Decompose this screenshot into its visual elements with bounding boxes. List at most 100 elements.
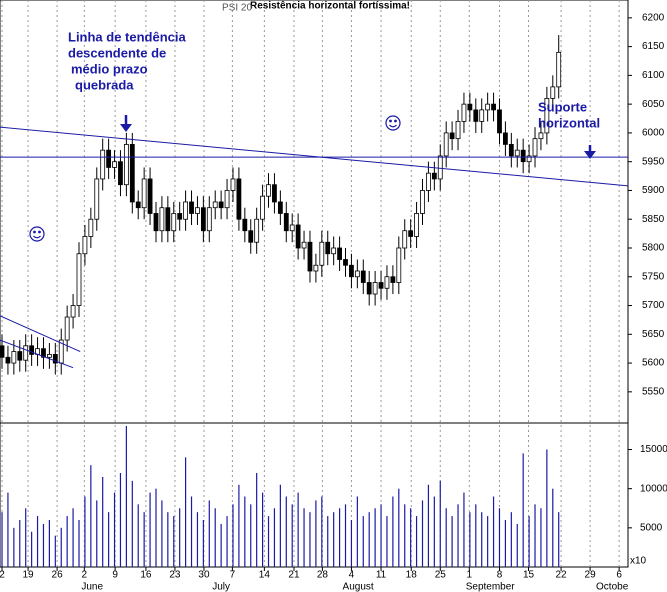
candle-body xyxy=(467,103,473,111)
y-tick-label: 6200 xyxy=(642,12,665,23)
annotation: descendente de xyxy=(68,45,166,60)
trend-line xyxy=(0,315,81,353)
candle-body xyxy=(283,213,289,232)
candle-body xyxy=(443,132,449,157)
candle-body xyxy=(461,103,467,122)
annotation: Suporte xyxy=(538,99,587,114)
candle-body xyxy=(396,247,402,283)
candle-body xyxy=(100,149,106,180)
candle-body xyxy=(218,201,224,209)
y-tick-label: 5900 xyxy=(642,185,665,196)
candle-body xyxy=(206,207,212,232)
candle-body xyxy=(390,276,396,283)
candle-body xyxy=(112,161,117,168)
candle-body xyxy=(532,138,538,157)
candle-body xyxy=(277,201,283,214)
candle-body xyxy=(94,178,100,220)
candle-body xyxy=(514,149,520,157)
x-tick-label: 22 xyxy=(556,570,568,581)
candle-body xyxy=(254,218,260,243)
candle-body xyxy=(372,282,378,295)
candle-body xyxy=(195,207,200,214)
y-tick-label: 6050 xyxy=(642,99,665,110)
y-tick-label: 10000 xyxy=(640,483,667,494)
candle-body xyxy=(520,149,526,163)
candle-body xyxy=(384,276,390,289)
candle-body xyxy=(295,224,301,249)
candle-body xyxy=(129,144,135,203)
month-label: July xyxy=(212,582,230,592)
candle-body xyxy=(331,247,337,255)
chart-subtitle: PSI 20 xyxy=(222,3,252,14)
candle-body xyxy=(41,348,46,358)
x-tick-label: 14 xyxy=(259,570,271,581)
candle-body xyxy=(135,201,141,209)
candle-body xyxy=(508,144,514,157)
x-tick-label: 16 xyxy=(140,570,152,581)
candle-body xyxy=(159,207,165,232)
candle-body xyxy=(236,178,242,220)
candle-body xyxy=(455,121,461,140)
candle-body xyxy=(64,316,70,341)
trend-line xyxy=(0,339,74,369)
candle-body xyxy=(165,207,171,232)
candle-body xyxy=(301,241,307,249)
candle-body xyxy=(153,213,159,232)
candle-body xyxy=(538,132,544,140)
candle-body xyxy=(23,345,29,361)
candle-body xyxy=(46,354,52,358)
candle-body xyxy=(29,345,35,355)
y-tick-label: 5750 xyxy=(642,271,665,282)
candle-body xyxy=(212,201,218,209)
arrow xyxy=(120,115,596,159)
annotation: horizontal xyxy=(538,115,600,130)
candle-body xyxy=(5,356,11,364)
x-tick-label: 2 xyxy=(82,570,88,581)
candle-body xyxy=(0,345,5,358)
candle-body xyxy=(544,97,550,134)
y-tick-label: 5850 xyxy=(642,214,665,225)
y-tick-label: 15000 xyxy=(640,444,667,455)
y-tick-label: 5700 xyxy=(642,300,665,311)
candle-body xyxy=(17,351,23,361)
x-tick-label: 25 xyxy=(435,570,447,581)
y-tick-label: 5550 xyxy=(642,386,665,397)
candle-body xyxy=(177,213,183,220)
chart-title: Resistência horizontal fortíssima! xyxy=(250,1,410,12)
candle-body xyxy=(343,259,348,266)
candle-body xyxy=(76,253,82,306)
x-tick-label: 11 xyxy=(376,570,387,581)
x-tick-label: 7 xyxy=(230,570,236,581)
candle-body xyxy=(248,230,254,243)
x-tick-label: 28 xyxy=(317,570,329,581)
candle-body xyxy=(414,213,419,237)
y-tick-label: 5650 xyxy=(642,329,665,340)
candle-body xyxy=(171,213,177,232)
month-label: September xyxy=(466,582,516,592)
volume-unit: x10 xyxy=(630,556,647,567)
y-tick-label: 5800 xyxy=(642,243,665,254)
candle-body xyxy=(313,264,319,272)
candle-body xyxy=(378,282,384,289)
candle-body xyxy=(260,195,265,220)
trend-line xyxy=(0,126,629,187)
candle-body xyxy=(52,354,58,364)
x-tick-label: 21 xyxy=(288,570,300,581)
candle-body xyxy=(325,241,331,255)
candle-body xyxy=(11,351,17,364)
candle-body xyxy=(82,236,88,255)
candle-body xyxy=(420,190,425,214)
candle-body xyxy=(479,109,485,122)
candle-body xyxy=(349,264,354,278)
candle-body xyxy=(526,155,532,163)
candle-body xyxy=(360,270,366,283)
candle-body xyxy=(70,305,76,318)
candle-body xyxy=(337,247,342,260)
annotation: Linha de tendência xyxy=(68,29,187,44)
x-tick-label: 9 xyxy=(112,570,118,581)
candle-body xyxy=(242,218,248,232)
candle-body xyxy=(106,149,112,168)
x-tick-label: 1 xyxy=(467,570,473,581)
x-tick-label: 8 xyxy=(497,570,503,581)
